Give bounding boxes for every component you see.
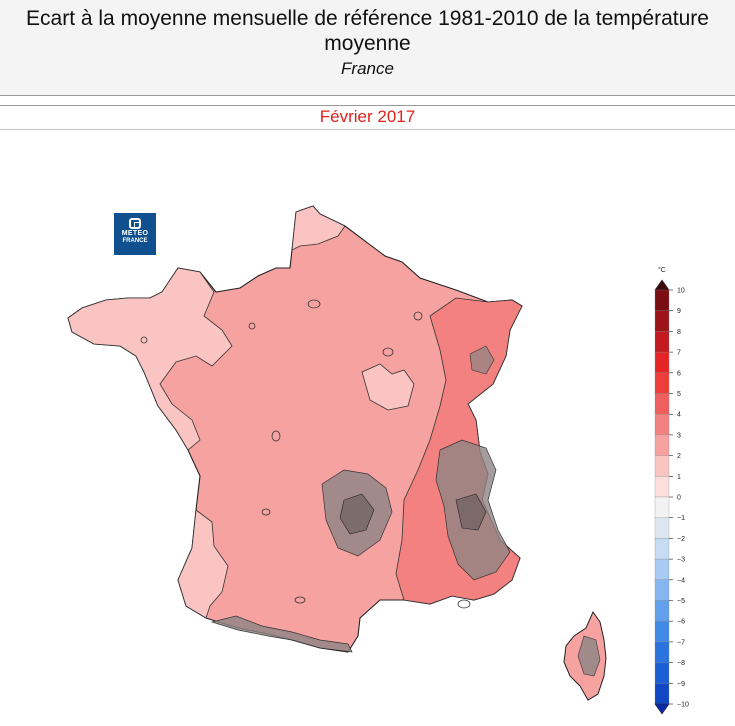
zone-west-coast — [67, 267, 233, 451]
legend-tick-label: 1 — [677, 474, 681, 481]
legend-swatch — [654, 351, 670, 373]
logo-line-1: METEO — [121, 230, 149, 237]
legend-swatch — [654, 641, 670, 663]
zone-alps-core — [455, 493, 487, 531]
legend-tick-label: −8 — [677, 660, 685, 667]
map-subtitle: France — [341, 59, 394, 78]
legend-swatch — [654, 496, 670, 518]
legend-tick-label: 9 — [677, 308, 681, 315]
legend-swatch — [654, 579, 670, 601]
legend-tick-label: 8 — [677, 329, 681, 336]
header: Ecart à la moyenne mensuelle de référenc… — [0, 0, 735, 96]
zone-jura — [469, 345, 495, 375]
legend-tick-label: 0 — [677, 495, 681, 502]
legend-swatch — [654, 331, 670, 353]
legend-swatch — [654, 600, 670, 622]
corsica — [563, 610, 607, 701]
zone-southwest — [177, 509, 229, 619]
logo-icon — [129, 218, 141, 229]
contour-island — [307, 299, 321, 309]
legend-tick-label: 10 — [677, 288, 685, 295]
legend-tick-label: −5 — [677, 598, 685, 605]
contour-island — [413, 311, 423, 321]
period-label: Février 2017 — [319, 107, 416, 126]
legend-swatch — [654, 372, 670, 394]
contour-island — [248, 322, 256, 330]
legend-tick-label: −7 — [677, 639, 685, 646]
contour-island — [294, 596, 306, 604]
legend-tick-label: 5 — [677, 391, 681, 398]
contour-island — [457, 599, 471, 609]
zone-centre-east — [361, 363, 415, 411]
legend-tick-label: −10 — [677, 702, 689, 709]
logo-line-2: FRANCE — [122, 238, 148, 244]
legend-swatch — [654, 558, 670, 580]
legend-swatch — [654, 414, 670, 436]
legend-tick-label: 6 — [677, 370, 681, 377]
legend-swatch — [654, 538, 670, 560]
legend-tick-label: −1 — [677, 515, 685, 522]
contour-island — [271, 430, 281, 442]
divider — [0, 129, 735, 130]
zone-north — [291, 205, 346, 251]
legend-tick-label: −9 — [677, 681, 685, 688]
contour-island — [382, 347, 394, 357]
zone-pyrenees — [210, 615, 353, 653]
france-mainland — [67, 205, 523, 653]
legend-swatch — [654, 434, 670, 456]
legend-swatch — [654, 393, 670, 415]
legend-tick-label: −4 — [677, 577, 685, 584]
divider — [0, 105, 735, 106]
corsica-mountains — [577, 635, 601, 677]
legend-swatch — [654, 621, 670, 643]
legend-swatch — [654, 455, 670, 477]
legend-swatch — [654, 476, 670, 498]
legend-tick-label: −2 — [677, 536, 685, 543]
contour-island — [140, 336, 148, 344]
map-title: Ecart à la moyenne mensuelle de référenc… — [26, 7, 709, 55]
legend-tick-label: 3 — [677, 432, 681, 439]
legend-tick-label: −3 — [677, 557, 685, 564]
legend-tick-label: 7 — [677, 350, 681, 357]
legend-tick-label: 2 — [677, 453, 681, 460]
contour-island — [261, 508, 271, 516]
zone-massif-central-core — [339, 493, 375, 535]
legend-swatch — [654, 289, 670, 311]
legend-unit: °C — [658, 266, 666, 274]
legend-tick-label: −6 — [677, 619, 685, 626]
meteo-france-logo: METEO FRANCE — [114, 213, 156, 255]
legend-swatch — [654, 662, 670, 684]
legend-tick-label: 4 — [677, 412, 681, 419]
legend-arrow-max — [654, 279, 670, 291]
legend-swatch — [654, 310, 670, 332]
legend-swatch — [654, 683, 670, 705]
legend-swatch — [654, 517, 670, 539]
legend-arrow-min — [654, 703, 670, 715]
